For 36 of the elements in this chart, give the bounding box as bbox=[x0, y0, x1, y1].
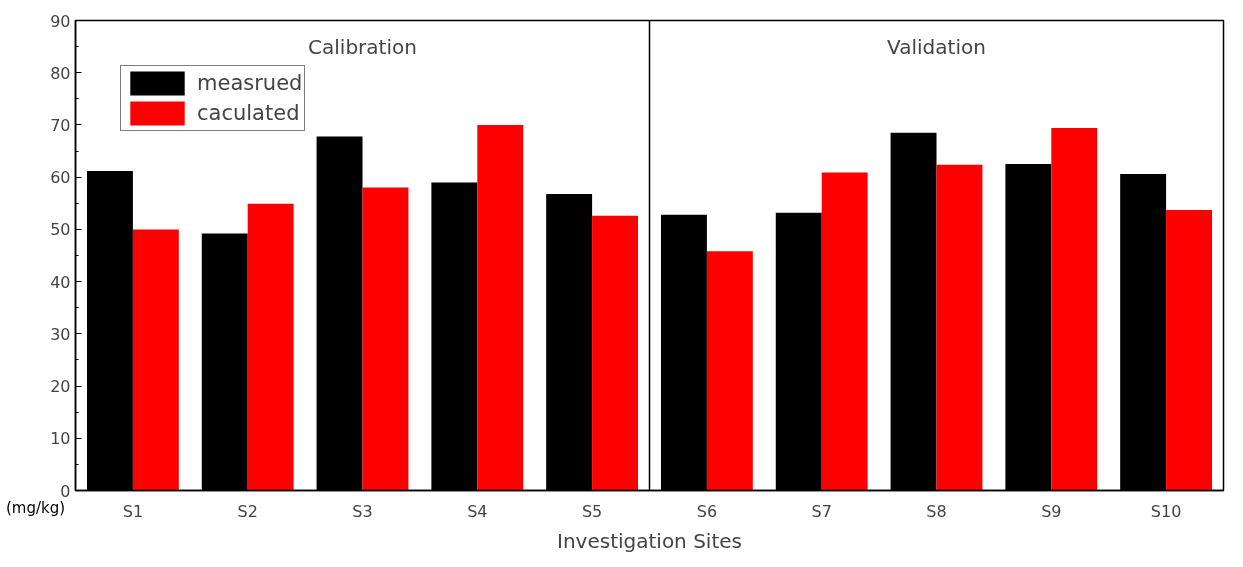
x-tick-label: S10 bbox=[1150, 501, 1182, 521]
y-tick-label: 80 bbox=[50, 63, 71, 83]
x-tick-label: S5 bbox=[581, 501, 603, 521]
bar bbox=[247, 203, 294, 491]
x-axis-title: Investigation Sites bbox=[557, 528, 742, 553]
bar bbox=[1166, 210, 1213, 491]
x-tick-label: S3 bbox=[352, 501, 373, 521]
y-tick-label: 60 bbox=[50, 168, 71, 188]
x-tick-label: S4 bbox=[467, 501, 488, 521]
bar bbox=[821, 172, 868, 491]
y-tick-label: 20 bbox=[50, 377, 71, 397]
x-tick-label: S2 bbox=[237, 501, 258, 521]
y-tick-label: 10 bbox=[50, 429, 71, 449]
bar bbox=[477, 124, 524, 491]
y-tick-label: 70 bbox=[50, 115, 71, 135]
annotation: Validation bbox=[887, 34, 986, 59]
x-tick-label: S8 bbox=[926, 501, 947, 521]
bar bbox=[1051, 128, 1098, 491]
y-axis-title: (mg/kg) bbox=[6, 498, 66, 519]
y-tick-label: 40 bbox=[50, 272, 71, 292]
bar bbox=[706, 251, 753, 491]
y-tick-label: 0 bbox=[60, 481, 71, 501]
bar bbox=[362, 187, 409, 491]
bar bbox=[132, 229, 179, 491]
legend-label: measrued bbox=[197, 71, 303, 95]
x-tick-label: S1 bbox=[122, 501, 144, 521]
y-tick-label: 50 bbox=[50, 220, 71, 240]
bar bbox=[936, 164, 983, 491]
annotation: Calibration bbox=[308, 34, 417, 59]
x-tick-label: S6 bbox=[696, 501, 718, 521]
legend-label: caculated bbox=[197, 101, 300, 125]
y-tick-label: 90 bbox=[50, 11, 71, 31]
x-tick-label: S7 bbox=[811, 501, 832, 521]
bar bbox=[592, 215, 639, 491]
x-tick-label: S9 bbox=[1041, 501, 1062, 521]
y-tick-label: 30 bbox=[50, 324, 71, 344]
